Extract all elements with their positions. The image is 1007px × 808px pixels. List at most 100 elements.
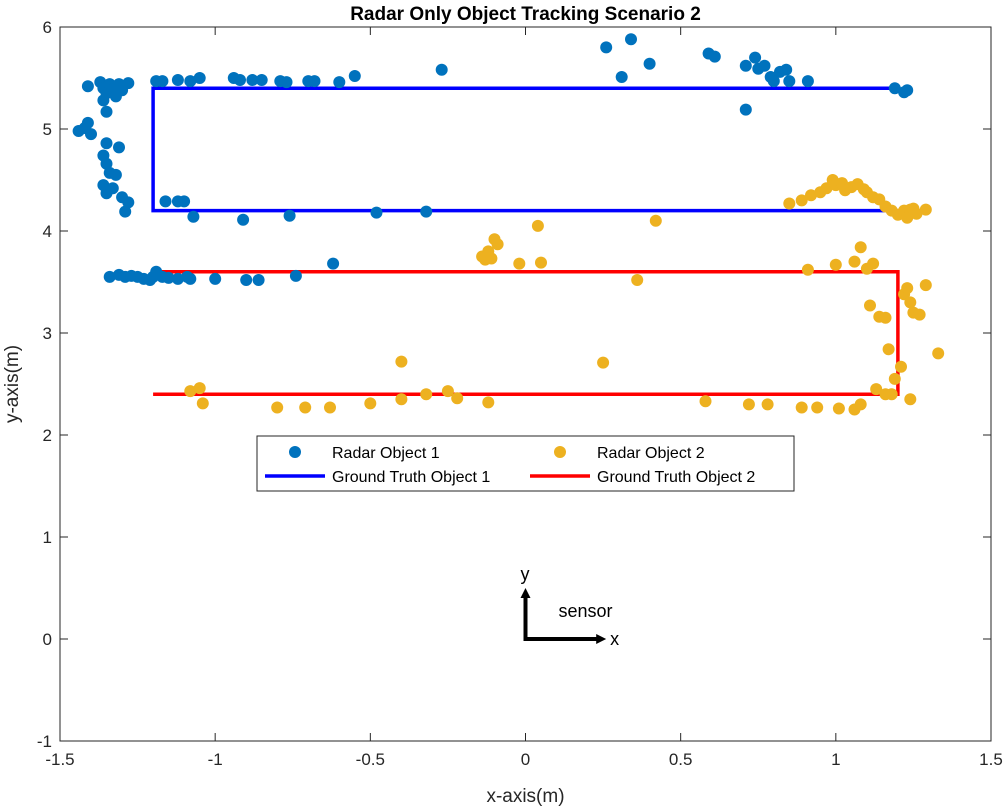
radar-object-2-point	[299, 401, 312, 414]
radar-object-1-point	[600, 41, 613, 54]
ground-truth-line-object-1	[151, 86, 898, 213]
y-tick-label: -1	[37, 732, 52, 751]
legend-label: Radar Object 2	[597, 445, 705, 462]
legend-marker	[554, 446, 566, 458]
radar-object-1-point	[643, 57, 656, 70]
radar-object-1-point	[615, 71, 628, 83]
legend-box	[256, 435, 795, 492]
radar-object-2-point	[864, 299, 876, 312]
radar-object-2-point	[901, 282, 914, 295]
ground-truth-lines	[151, 86, 900, 396]
radar-object-1-point	[767, 75, 780, 88]
radar-object-2-point	[805, 189, 817, 202]
radar-points	[72, 33, 945, 416]
radar-object-2-point	[535, 256, 547, 269]
y-tick-label: 2	[43, 426, 52, 445]
radar-object-1-point	[100, 137, 113, 150]
radar-object-1-point	[193, 72, 206, 84]
radar-object-2-point	[491, 238, 504, 251]
sensor-x-arrowhead	[596, 634, 607, 644]
radar-object-1-point	[625, 33, 637, 46]
radar-object-1-point	[162, 271, 175, 284]
radar-object-1-point	[708, 50, 721, 63]
radar-object-2-point	[870, 383, 883, 396]
radar-object-1-point	[255, 74, 268, 86]
y-tick-label: 4	[43, 222, 52, 241]
radar-object-1-point	[283, 209, 296, 222]
radar-object-2-point	[531, 219, 544, 232]
x-tick-label: -1.5	[45, 750, 74, 769]
legend-label: Ground Truth Object 2	[597, 469, 755, 486]
radar-object-2-point	[196, 397, 209, 410]
radar-object-1-point	[85, 128, 97, 141]
sensor-y-arrowhead	[520, 588, 531, 598]
radar-object-2-point	[184, 385, 197, 398]
radar-object-1-point	[159, 195, 172, 208]
radar-object-1-point	[749, 51, 762, 64]
radar-object-2-point	[820, 182, 833, 195]
radar-object-2-point	[761, 398, 774, 411]
x-tick-label: 0.5	[669, 750, 693, 769]
x-tick-label: -0.5	[356, 750, 385, 769]
radar-object-1-point	[237, 213, 250, 226]
radar-object-1-point	[739, 103, 752, 116]
radar-object-2-point	[420, 388, 433, 401]
legend-label: Radar Object 1	[332, 445, 440, 462]
radar-object-1-point	[327, 257, 340, 270]
radar-object-1-point	[122, 196, 135, 209]
radar-object-1-point	[100, 187, 113, 200]
radar-object-2-point	[811, 401, 824, 414]
radar-object-1-point	[81, 116, 94, 129]
radar-object-2-point	[919, 279, 932, 292]
y-tick-label: 0	[43, 630, 52, 649]
radar-object-2-point	[854, 241, 867, 254]
radar-object-2-point	[271, 401, 284, 414]
radar-object-1-point	[100, 157, 113, 170]
radar-object-1-point	[234, 74, 246, 86]
radar-object-2-point	[485, 252, 498, 265]
radar-object-1-point	[758, 59, 771, 72]
radar-object-2-point	[783, 197, 796, 210]
radar-object-1-point	[739, 59, 752, 72]
legend: Radar Object 1 Radar Object 2 Ground Truth…	[256, 435, 795, 492]
radar-object-2-point	[649, 214, 662, 227]
radar-object-1-point	[308, 75, 321, 88]
radar-object-1-point	[100, 105, 113, 118]
y-tick-label: 1	[43, 528, 52, 547]
radar-object-1-point	[187, 210, 200, 223]
radar-object-1-point	[783, 75, 796, 88]
radar-object-2-point	[801, 263, 814, 276]
radar-object-2-point	[699, 395, 712, 408]
radar-object-2-point	[631, 274, 644, 286]
radar-object-2-point	[932, 347, 945, 360]
radar-object-1-point	[109, 168, 122, 181]
radar-object-2-point	[848, 255, 861, 268]
radar-object-2-point	[395, 355, 408, 368]
radar-object-2-point	[913, 308, 926, 321]
radar-object-2-point	[888, 372, 901, 385]
radar-object-2-point	[364, 397, 377, 410]
x-tick-label: 1	[831, 750, 840, 769]
radar-object-1-point	[97, 94, 110, 107]
x-tick-label: -1	[208, 750, 223, 769]
x-tick-label: 1.5	[979, 750, 1003, 769]
radar-object-2-point	[742, 398, 755, 411]
radar-object-2-point	[919, 203, 932, 216]
radar-object-2-point	[324, 401, 336, 414]
radar-object-2-point	[854, 398, 867, 411]
radar-object-1-point	[209, 272, 222, 285]
sensor-label: sensor	[559, 601, 613, 621]
radar-object-1-point	[246, 74, 259, 86]
sensor-y-label: y	[521, 564, 530, 584]
radar-object-1-point	[435, 63, 448, 76]
radar-object-1-point	[801, 75, 814, 88]
radar-object-2-point	[395, 393, 408, 406]
ground-truth-line-object-2	[153, 270, 900, 396]
radar-object-1-point	[280, 76, 293, 89]
radar-object-2-point	[882, 343, 895, 356]
radar-object-2-point	[904, 393, 917, 406]
radar-object-2-point	[597, 356, 610, 369]
y-tick-label: 6	[43, 18, 52, 37]
radar-object-1-point	[113, 141, 125, 154]
